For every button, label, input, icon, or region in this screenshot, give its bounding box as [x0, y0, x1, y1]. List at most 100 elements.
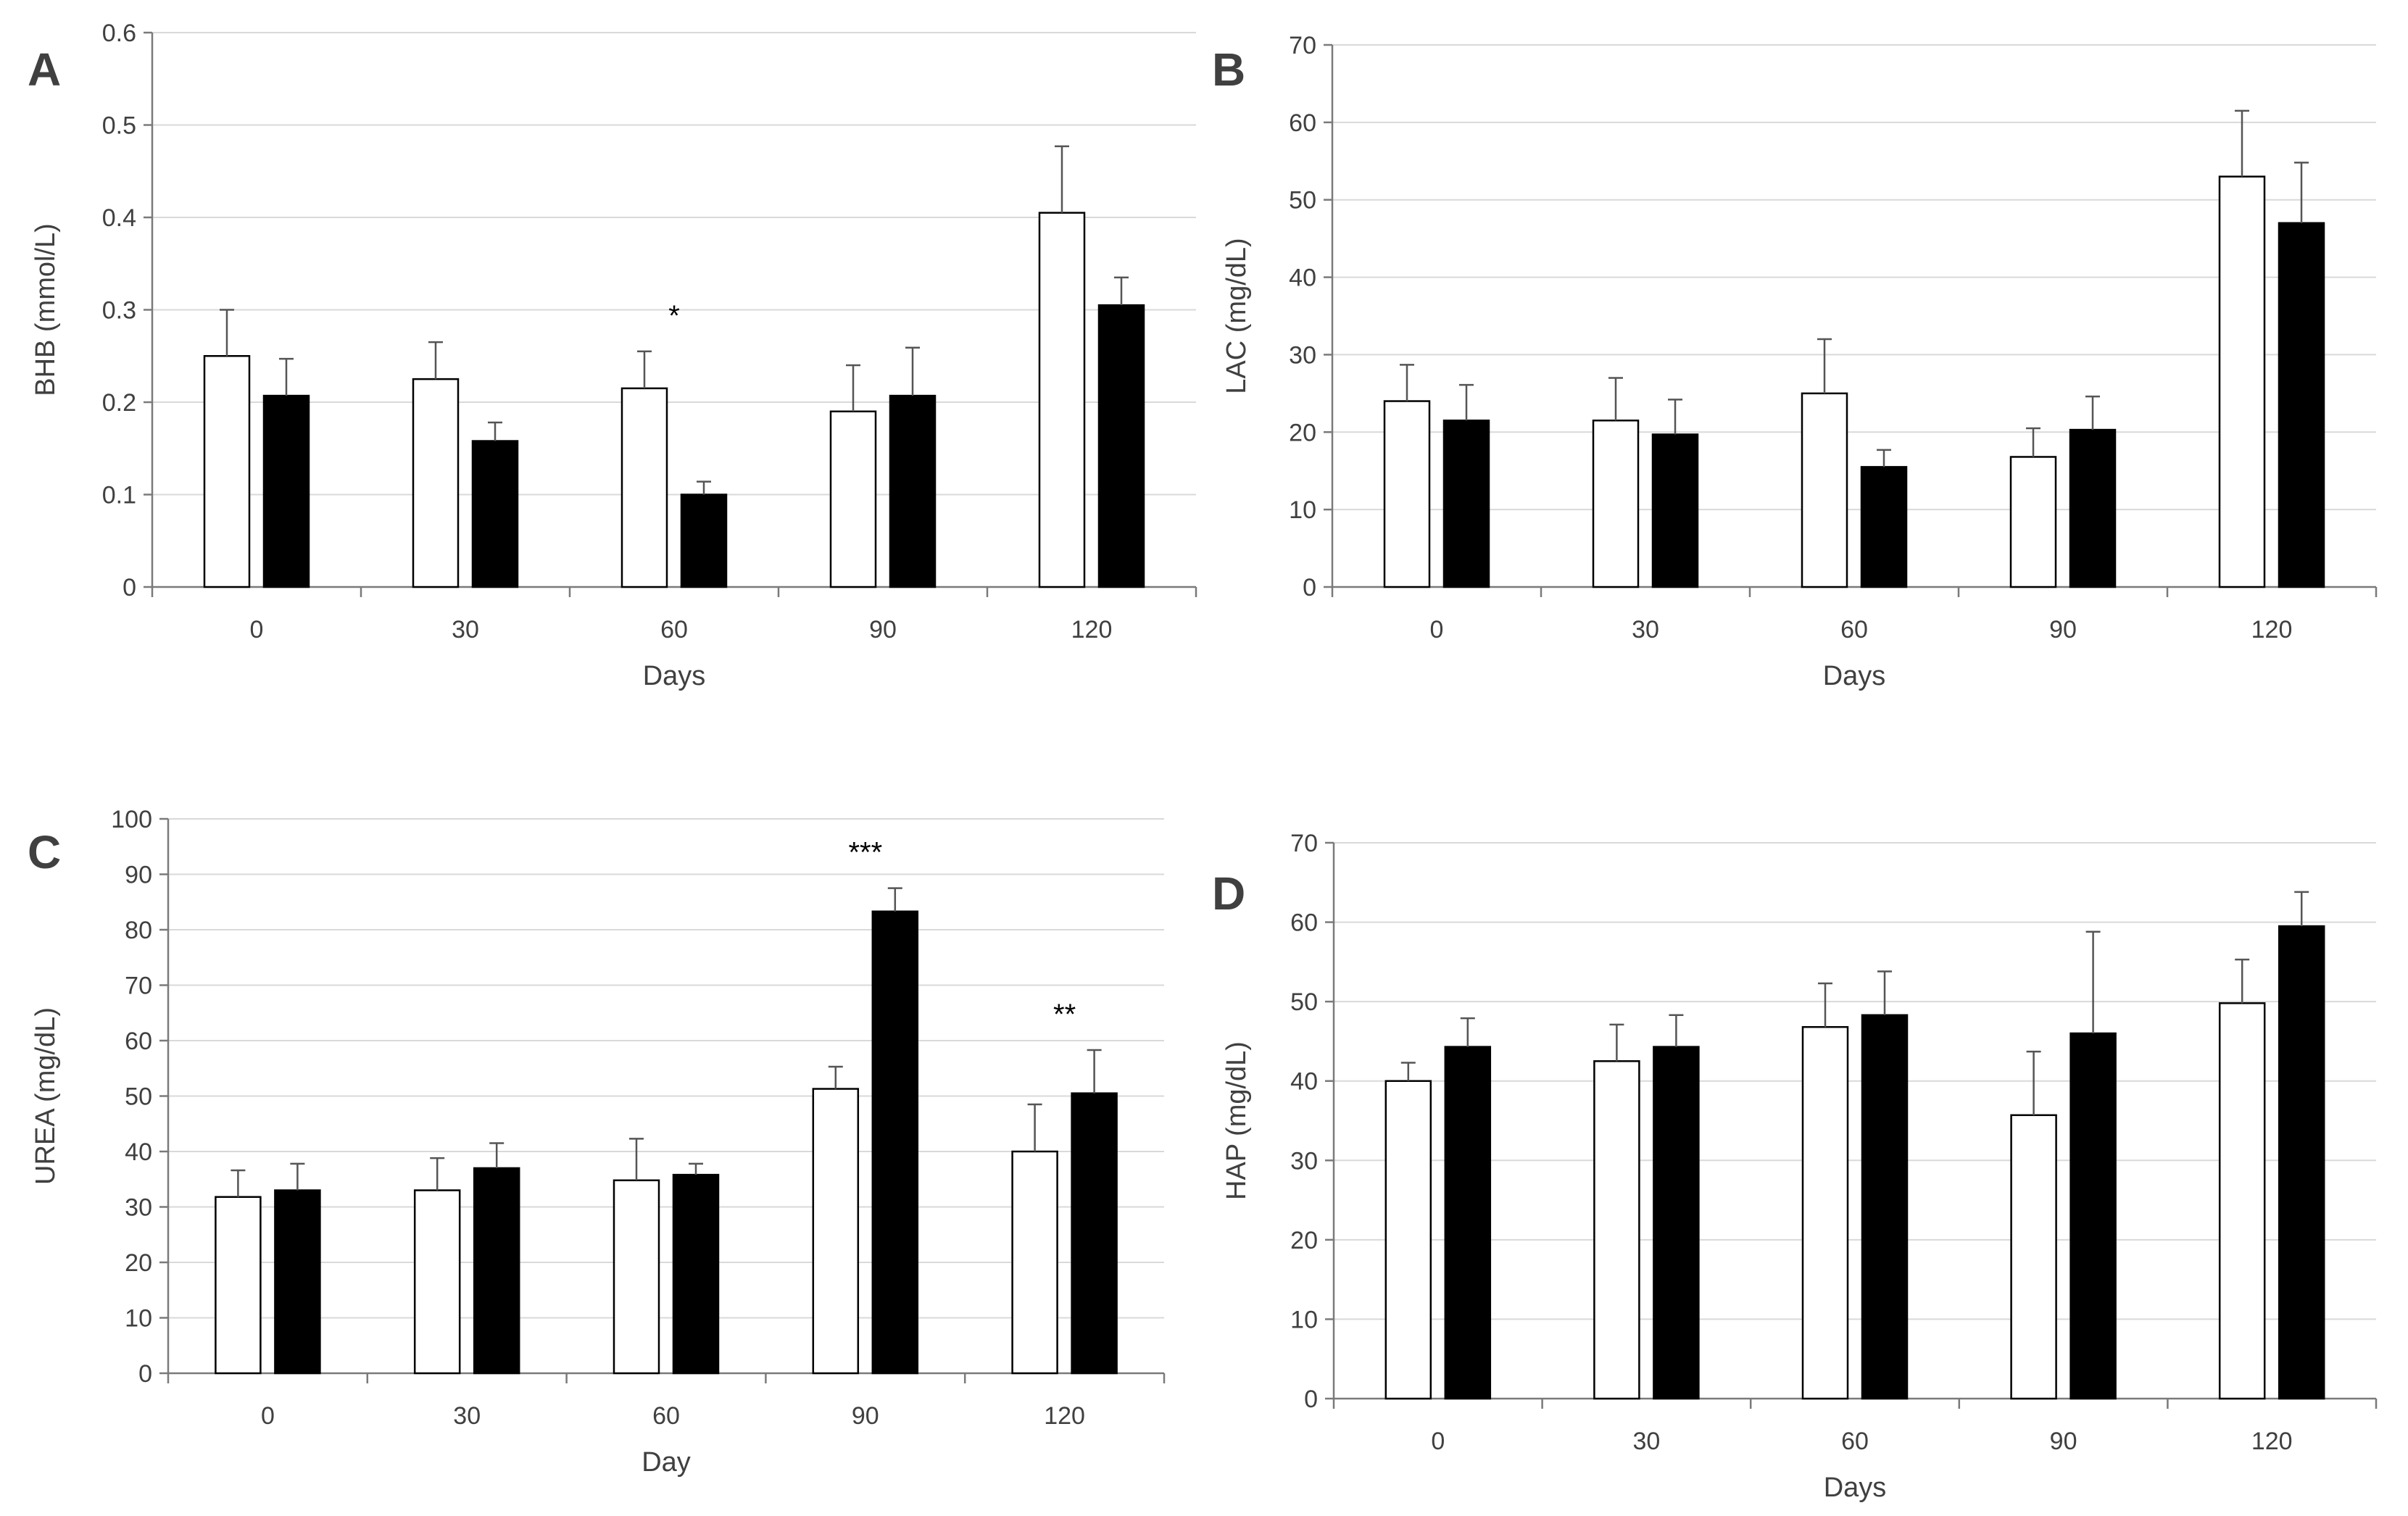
bar-filled [680, 493, 728, 588]
y-tick-label: 50 [1289, 187, 1316, 215]
x-tick-label: 0 [250, 616, 264, 644]
bar-open [1801, 1025, 1849, 1400]
bar-filled [1097, 304, 1145, 588]
significance-label: *** [848, 837, 882, 869]
bar-filled [889, 394, 937, 588]
x-tick-label: 90 [2049, 616, 2077, 644]
y-tick-label: 60 [125, 1028, 152, 1055]
panel-letter: A [28, 43, 61, 96]
bar-filled [2278, 222, 2325, 588]
significance-label: * [668, 300, 680, 332]
y-tick-label: 50 [125, 1083, 152, 1111]
x-tick-label: 120 [2251, 616, 2293, 644]
bar-open [812, 1088, 860, 1375]
panel-d: 0 10 20 30 40 50 60 70 0 30 60 90 120 HAP (mg/dL) Days… [1212, 830, 2378, 1503]
y-tick-label: 40 [125, 1138, 152, 1166]
x-tick-label: 90 [852, 1402, 879, 1430]
panel-b: 0 10 20 30 40 50 60 70 0 30 60 90 120 LAC (mg/dL) Days… [1212, 32, 2378, 691]
bar-filled [2278, 925, 2325, 1400]
x-tick-label: 0 [261, 1402, 275, 1430]
x-tick-label: 120 [2251, 1428, 2293, 1455]
y-tick-label: 40 [1289, 265, 1316, 292]
y-tick-label: 30 [1289, 341, 1316, 369]
y-tick-label: 60 [1289, 109, 1316, 137]
bar-open [620, 387, 668, 588]
bar-open [203, 355, 251, 588]
bar-filled [1653, 1046, 1700, 1400]
y-tick-label: 30 [125, 1194, 152, 1222]
bar-filled [1860, 466, 1908, 588]
y-tick-label: 40 [1290, 1068, 1318, 1096]
x-tick-label: 90 [2050, 1428, 2077, 1455]
y-tick-label: 0.4 [102, 204, 136, 232]
x-tick-label: 30 [453, 1402, 481, 1430]
x-tick-label: 30 [1632, 616, 1659, 644]
y-tick-label: 20 [1290, 1227, 1318, 1254]
panel-letter: C [28, 826, 61, 878]
x-tick-label: 60 [1841, 1428, 1869, 1455]
y-tick-label: 0 [1304, 1386, 1318, 1413]
bar-filled [1444, 1046, 1492, 1400]
bar-filled [2069, 1032, 2117, 1400]
y-tick-label: 60 [1290, 909, 1318, 937]
bar-open [412, 378, 460, 588]
significance-label: ** [1053, 999, 1076, 1030]
y-tick-label: 100 [111, 806, 152, 833]
bar-filled [672, 1173, 720, 1375]
y-tick-label: 50 [1290, 988, 1318, 1016]
x-tick-label: 30 [1632, 1428, 1660, 1455]
y-tick-label: 0 [123, 574, 136, 601]
bar-filled [1861, 1014, 1909, 1400]
bar-open [2218, 1002, 2266, 1400]
y-tick-label: 80 [125, 917, 152, 944]
y-tick-label: 30 [1290, 1147, 1318, 1175]
bar-open [1383, 400, 1431, 588]
bar-filled [2069, 428, 2117, 588]
bar-open [413, 1189, 461, 1375]
bar-open [2009, 456, 2057, 588]
x-tick-label: 30 [452, 616, 479, 644]
y-axis-title: HAP (mg/dL) [1221, 1041, 1252, 1200]
x-tick-label: 0 [1431, 1428, 1445, 1455]
bar-open [2010, 1114, 2057, 1400]
y-tick-label: 10 [125, 1305, 152, 1333]
bar-filled [871, 910, 919, 1375]
x-tick-label: 120 [1071, 616, 1113, 644]
y-tick-label: 0.2 [102, 389, 136, 417]
bar-open [1384, 1080, 1432, 1400]
x-tick-label: 120 [1044, 1402, 1085, 1430]
bar-filled [262, 394, 310, 588]
bar-filled [1071, 1092, 1118, 1375]
bar-open [215, 1196, 262, 1375]
x-axis-title: Days [643, 661, 706, 691]
x-tick-label: 60 [1840, 616, 1868, 644]
bar-filled [471, 440, 519, 588]
y-tick-label: 0 [1303, 574, 1316, 601]
x-axis-title: Day [642, 1447, 691, 1478]
bar-open [2218, 175, 2266, 588]
bar-open [1801, 392, 1848, 588]
x-tick-label: 0 [1430, 616, 1444, 644]
bar-open [1011, 1150, 1058, 1375]
y-tick-label: 10 [1290, 1306, 1318, 1333]
panel-letter: B [1212, 43, 1245, 96]
y-axis-title: UREA (mg/dL) [30, 1007, 61, 1185]
y-tick-label: 0 [138, 1360, 152, 1388]
bar-filled [274, 1189, 321, 1375]
y-tick-label: 20 [1289, 419, 1316, 446]
y-tick-label: 90 [125, 862, 152, 889]
y-tick-label: 0.5 [102, 112, 136, 140]
bar-filled [1651, 433, 1699, 588]
y-tick-label: 70 [1289, 32, 1316, 59]
y-tick-label: 0.3 [102, 297, 136, 325]
x-axis-title: Days [1823, 661, 1886, 691]
panel-a: 0 0.1 0.2 0.3 0.4 0.5 0.6 0 30 60 90 120 * BHB (mmol/… [28, 20, 1197, 691]
bar-filled [473, 1167, 520, 1375]
x-axis-title: Days [1824, 1473, 1887, 1503]
bar-open [613, 1179, 660, 1375]
y-tick-label: 0.1 [102, 482, 136, 509]
panel-letter: D [1212, 867, 1245, 920]
y-axis-title: BHB (mmol/L) [30, 223, 61, 396]
